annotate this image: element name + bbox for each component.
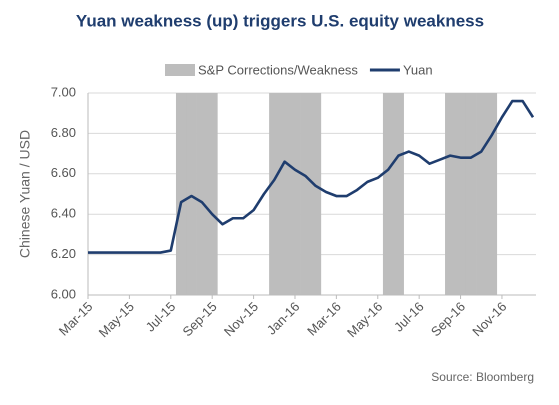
- shaded-period: [393, 93, 404, 295]
- shaded-period: [186, 93, 197, 295]
- shaded-period: [300, 93, 311, 295]
- source: Source: Bloomberg: [431, 370, 534, 384]
- x-tick-label: Jul-16: [391, 299, 427, 335]
- x-tick-label: Sep-15: [179, 299, 219, 339]
- x-tick-label: Mar-15: [56, 299, 96, 339]
- x-tick-label: Mar-16: [304, 299, 344, 339]
- shaded-period: [279, 93, 291, 295]
- y-tick-label: 7.00: [51, 84, 76, 99]
- shaded-period: [196, 93, 208, 295]
- legend-label: S&P Corrections/Weakness: [198, 62, 358, 77]
- shaded-period: [465, 93, 477, 295]
- y-tick-label: 6.40: [51, 206, 76, 221]
- shaded-period: [175, 93, 187, 295]
- shaded-period: [269, 93, 280, 295]
- y-tick-label: 6.00: [51, 286, 76, 301]
- shaded-period: [455, 93, 467, 295]
- shaded-period: [445, 93, 456, 295]
- legend-label: Yuan: [403, 62, 433, 77]
- x-tick-label: May-16: [344, 299, 385, 340]
- legend-swatch: [165, 64, 195, 76]
- yuan-line: [88, 99, 535, 254]
- y-tick-label: 6.60: [51, 165, 76, 180]
- shaded-period: [382, 93, 394, 295]
- x-tick-label: Jul-15: [143, 299, 179, 335]
- shaded-period: [476, 93, 487, 295]
- y-tick-label: 6.80: [51, 125, 76, 140]
- y-axis-label: Chinese Yuan / USD: [17, 130, 33, 258]
- chart-title: Yuan weakness (up) triggers U.S. equity …: [76, 11, 484, 30]
- x-tick-label: Jan-16: [264, 299, 303, 338]
- y-tick-label: 6.20: [51, 246, 76, 261]
- shaded-period: [310, 93, 322, 295]
- shaded-period: [289, 93, 301, 295]
- x-tick-label: Sep-16: [428, 299, 468, 339]
- shaded-period: [207, 93, 218, 295]
- shaded-period: [486, 93, 498, 295]
- x-tick-label: May-15: [96, 299, 137, 340]
- x-tick-label: Nov-16: [469, 299, 509, 339]
- x-tick-label: Nov-15: [221, 299, 261, 339]
